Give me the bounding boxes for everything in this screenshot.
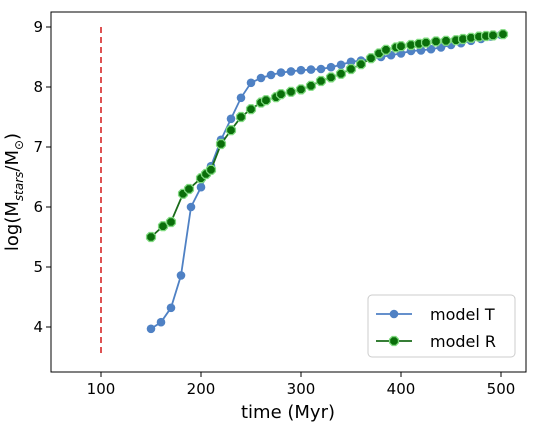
y-tick-label: 7 <box>33 138 43 156</box>
data-point <box>176 271 186 280</box>
data-point <box>305 80 317 91</box>
x-axis-label: time (Myr) <box>241 402 335 423</box>
data-point <box>355 59 367 70</box>
y-tick-label: 9 <box>33 18 43 36</box>
legend-marker <box>389 309 399 319</box>
data-point <box>286 67 296 76</box>
data-point <box>420 37 432 48</box>
data-point <box>215 138 227 150</box>
data-point <box>497 29 509 40</box>
y-tick-label: 4 <box>33 318 43 336</box>
data-point <box>196 182 206 192</box>
data-point <box>316 64 326 74</box>
data-point <box>225 125 237 136</box>
data-point <box>156 317 166 327</box>
x-tick-label: 400 <box>387 380 416 398</box>
x-tick-label: 200 <box>187 380 216 398</box>
data-point <box>266 70 276 80</box>
data-point <box>380 44 392 55</box>
legend: model T model R <box>367 294 516 358</box>
legend-label: model R <box>430 332 496 351</box>
data-point <box>306 65 316 74</box>
data-point <box>325 72 337 83</box>
data-point <box>235 111 247 123</box>
legend-items: model T model R <box>376 305 496 351</box>
y-tick-label: 8 <box>33 78 43 96</box>
data-point <box>295 84 307 95</box>
data-point <box>346 57 356 67</box>
data-point <box>440 35 452 46</box>
data-point <box>245 104 257 115</box>
x-axis-ticks: 100 200 300 400 500 <box>87 372 516 398</box>
data-point <box>296 65 306 75</box>
x-tick-label: 300 <box>287 380 316 398</box>
y-tick-label: 6 <box>33 198 43 216</box>
data-point <box>345 63 357 75</box>
legend-marker <box>388 335 400 347</box>
data-point <box>430 36 442 47</box>
data-point <box>426 44 436 54</box>
series-model-r <box>145 29 509 243</box>
series-layer <box>145 29 509 334</box>
data-point <box>276 68 286 77</box>
data-point <box>186 202 196 212</box>
data-point <box>285 86 297 97</box>
y-tick-label: 5 <box>33 258 43 276</box>
legend-label: model T <box>430 305 495 324</box>
data-point <box>260 95 272 106</box>
y-axis-ticks: 4 5 6 7 8 9 <box>33 18 51 336</box>
y-axis-label: log(Mstars/M⊙) <box>2 133 26 251</box>
x-tick-label: 500 <box>487 380 516 398</box>
data-point <box>395 41 407 52</box>
data-point <box>246 78 256 88</box>
data-point <box>487 30 499 41</box>
data-point <box>226 114 236 124</box>
data-point <box>256 73 266 83</box>
data-point <box>275 89 287 100</box>
x-tick-label: 100 <box>87 380 116 398</box>
data-point <box>165 216 177 228</box>
data-point <box>315 75 327 87</box>
data-point <box>335 68 347 79</box>
data-point <box>336 60 346 70</box>
data-point <box>146 324 156 334</box>
data-point <box>145 231 157 243</box>
data-point <box>236 93 246 103</box>
data-point <box>166 303 176 313</box>
data-point <box>183 183 195 195</box>
data-point <box>326 62 336 72</box>
data-point <box>205 164 217 175</box>
